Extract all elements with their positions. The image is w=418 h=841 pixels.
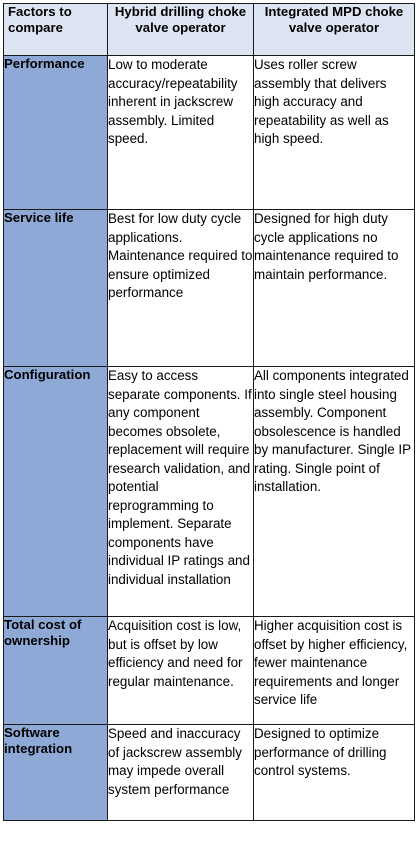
hybrid-cell-total-cost: Acquisition cost is low, but is offset b… [107,616,254,725]
table-row: Service life Best for low duty cycle app… [3,209,415,367]
hybrid-cell-configuration: Easy to access separate components. If a… [107,366,254,617]
row-factor-software-integration: Software integration [3,724,108,821]
comparison-table: Factors to compare Hybrid drilling choke… [3,3,415,821]
row-factor-performance: Performance [3,55,108,210]
row-factor-configuration: Configuration [3,366,108,617]
mpd-cell-total-cost: Higher acquisition cost is offset by hig… [253,616,415,725]
row-factor-total-cost: Total cost of ownership [3,616,108,725]
mpd-cell-software-integration: Designed to optimize performance of dril… [253,724,415,821]
table-header-row: Factors to compare Hybrid drilling choke… [3,3,415,56]
header-mpd-operator: Integrated MPD choke valve operator [253,3,415,56]
mpd-cell-service-life: Designed for high duty cycle application… [253,209,415,367]
table-row: Configuration Easy to access separate co… [3,366,415,617]
table-row: Total cost of ownership Acquisition cost… [3,616,415,725]
table-row: Performance Low to moderate accuracy/rep… [3,55,415,210]
header-hybrid-operator: Hybrid drilling choke valve operator [107,3,254,56]
hybrid-cell-service-life: Best for low duty cycle applications. Ma… [107,209,254,367]
row-factor-service-life: Service life [3,209,108,367]
mpd-cell-performance: Uses roller screw assembly that delivers… [253,55,415,210]
hybrid-cell-performance: Low to moderate accuracy/repeatability i… [107,55,254,210]
header-factors: Factors to compare [3,3,108,56]
table-row: Software integration Speed and inaccurac… [3,724,415,821]
mpd-cell-configuration: All components integrated into single st… [253,366,415,617]
hybrid-cell-software-integration: Speed and inaccuracy of jackscrew assemb… [107,724,254,821]
